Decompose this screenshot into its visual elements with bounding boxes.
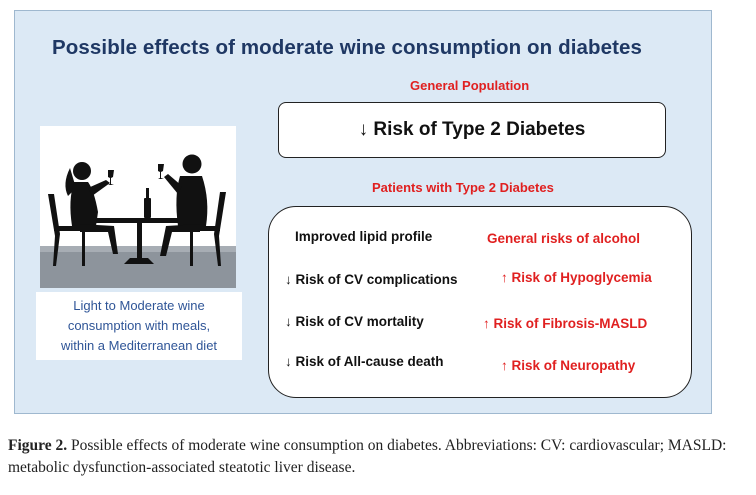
risk-neuropathy: ↑ Risk of Neuropathy — [501, 358, 636, 373]
figure-caption-label: Figure 2. — [8, 437, 68, 454]
figure-caption: Figure 2. Possible effects of moderate w… — [8, 435, 750, 479]
couple-dining-silhouette-icon — [40, 126, 236, 288]
type2-risk-text: ↓ Risk of Type 2 Diabetes — [358, 119, 586, 140]
image-caption-line: Light to Moderate wine — [73, 298, 205, 313]
risk-hypoglycemia: ↑ Risk of Hypoglycemia — [501, 270, 652, 285]
effects-box: Improved lipid profile General risks of … — [268, 206, 692, 398]
benefit-cv-complications: ↓ Risk of CV complications — [285, 272, 458, 287]
general-risks-heading: General risks of alcohol — [487, 231, 641, 246]
image-caption-line: within a Mediterranean diet — [60, 338, 218, 353]
figure-caption-text: Possible effects of moderate wine consum… — [8, 437, 727, 476]
type2-risk-box: ↓ Risk of Type 2 Diabetes — [278, 102, 666, 158]
general-population-heading: General Population — [410, 78, 530, 93]
figure-title: Possible effects of moderate wine consum… — [52, 36, 643, 59]
image-caption-line: consumption with meals, — [67, 318, 211, 333]
patients-heading: Patients with Type 2 Diabetes — [372, 180, 554, 195]
benefit-all-cause-death: ↓ Risk of All-cause death — [285, 354, 444, 369]
benefit-lipid-profile: Improved lipid profile — [295, 229, 433, 244]
image-caption-box: Light to Moderate wine consumption with … — [36, 292, 242, 360]
benefit-cv-mortality: ↓ Risk of CV mortality — [285, 314, 424, 329]
risk-fibrosis-masld: ↑ Risk of Fibrosis-MASLD — [483, 316, 648, 331]
